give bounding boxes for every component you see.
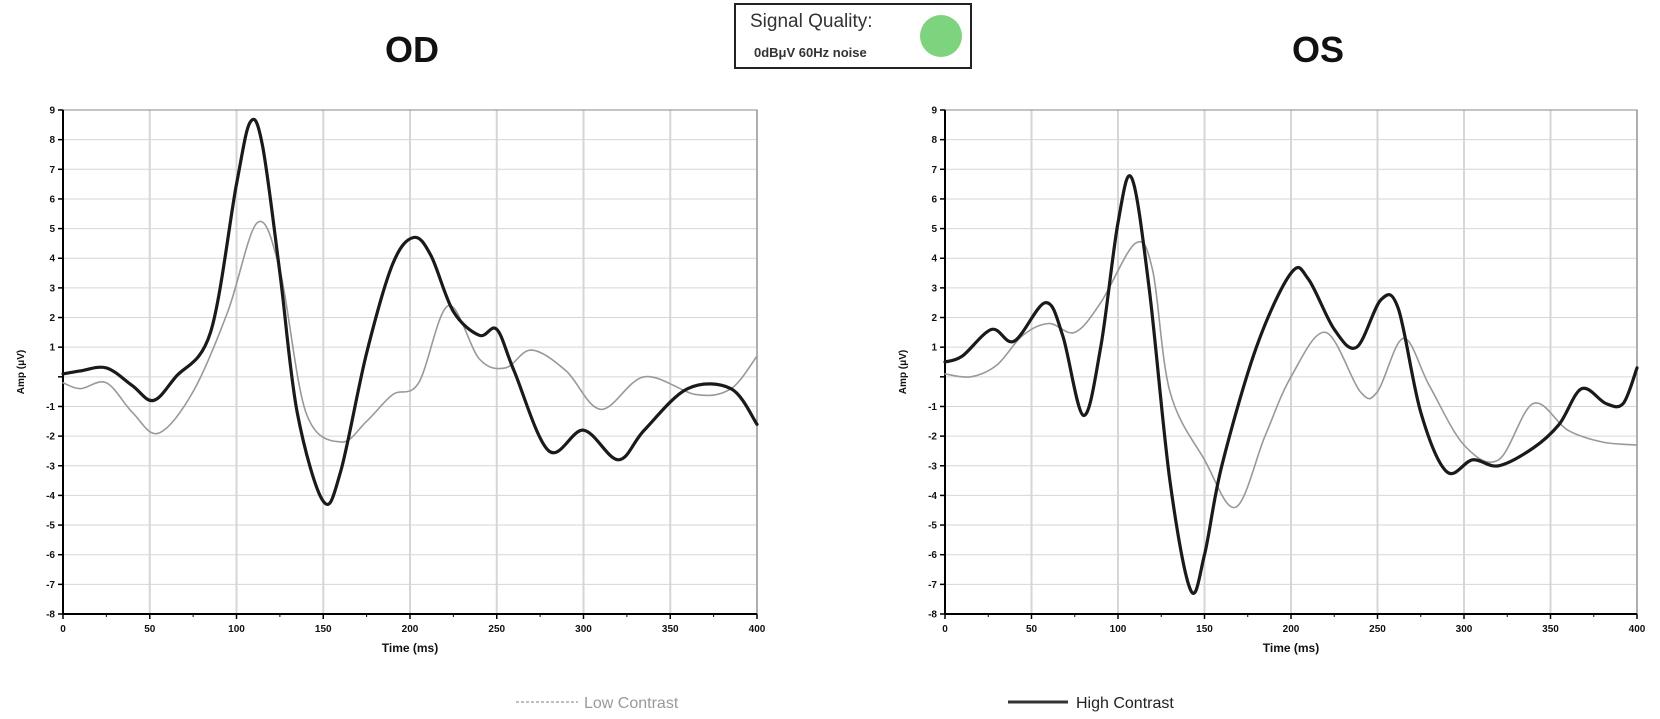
legend-high-label: High Contrast — [1076, 695, 1174, 712]
y-tick-label: -1 — [928, 402, 937, 413]
y-tick-label: -7 — [46, 580, 55, 591]
signal-quality-subtitle: 0dBμV 60Hz noise — [754, 45, 867, 60]
y-axis-label: Amp (μV) — [16, 350, 27, 394]
x-tick-label: 250 — [1369, 624, 1386, 635]
y-tick-label: -2 — [928, 432, 937, 443]
y-tick-label: 6 — [49, 194, 55, 205]
y-tick-label: 5 — [49, 224, 55, 235]
y-tick-label: 9 — [931, 106, 937, 117]
x-tick-label: 150 — [1196, 624, 1213, 635]
y-tick-label: -4 — [928, 491, 937, 502]
y-tick-label: 3 — [49, 283, 55, 294]
y-tick-label: 3 — [931, 283, 937, 294]
y-tick-label: -2 — [46, 432, 55, 443]
x-tick-label: 0 — [60, 624, 66, 635]
series-line-low-contrast — [944, 241, 1638, 509]
x-tick-label: 350 — [662, 624, 679, 635]
series-line-high-contrast — [61, 117, 759, 506]
x-tick-label: 250 — [488, 624, 505, 635]
y-axis-label: Amp (μV) — [898, 350, 909, 394]
y-tick-label: -6 — [46, 550, 55, 561]
legend: Low Contrast High Contrast — [516, 695, 1174, 712]
y-tick-label: 8 — [931, 135, 937, 146]
x-tick-label: 150 — [315, 624, 332, 635]
x-tick-label: 300 — [1456, 624, 1473, 635]
y-tick-label: 2 — [931, 313, 937, 324]
y-tick-label: 8 — [49, 135, 55, 146]
y-tick-label: 2 — [49, 313, 55, 324]
signal-quality-title: Signal Quality: — [750, 11, 873, 32]
y-tick-label: 1 — [49, 343, 55, 354]
y-tick-label: 1 — [931, 343, 937, 354]
x-tick-label: 50 — [1026, 624, 1038, 635]
x-axis-label: Time (ms) — [1263, 641, 1319, 655]
y-tick-label: -4 — [46, 491, 55, 502]
y-tick-label: 9 — [49, 106, 55, 117]
y-tick-label: -7 — [928, 580, 937, 591]
chart-title: OD — [385, 29, 439, 70]
chart-od: OD 9 8 7 6 5 4 3 2 1 -1 -2 -3 -4 -5 -6 -7 -8 0 50 100 150 200 2… — [16, 29, 766, 655]
y-tick-label: 6 — [931, 194, 937, 205]
x-tick-label: 400 — [1629, 624, 1646, 635]
y-tick-label: 4 — [931, 254, 937, 265]
y-tick-label: -8 — [928, 610, 937, 621]
x-tick-label: 100 — [228, 624, 245, 635]
chart-title: OS — [1292, 29, 1344, 70]
legend-low-label: Low Contrast — [584, 695, 679, 712]
y-tick-label: -5 — [46, 521, 55, 532]
x-tick-label: 200 — [1283, 624, 1300, 635]
x-axis-label: Time (ms) — [382, 641, 438, 655]
x-tick-label: 200 — [402, 624, 419, 635]
y-tick-label: -6 — [928, 550, 937, 561]
x-tick-label: 50 — [144, 624, 156, 635]
y-tick-label: 7 — [49, 165, 55, 176]
series-line-low-contrast — [62, 220, 758, 443]
y-tick-label: -8 — [46, 610, 55, 621]
series-line-high-contrast — [943, 174, 1639, 595]
chart-os: OS 9 8 7 6 5 4 3 2 1 -1 -2 -3 -4 -5 -6 -7 -8 0 50 100 150 200 2… — [898, 29, 1646, 655]
x-tick-label: 300 — [575, 624, 592, 635]
y-tick-label: 4 — [49, 254, 55, 265]
x-tick-label: 350 — [1542, 624, 1559, 635]
y-tick-label: -1 — [46, 402, 55, 413]
y-tick-label: 5 — [931, 224, 937, 235]
x-tick-label: 400 — [749, 624, 766, 635]
y-tick-label: -3 — [46, 461, 55, 472]
x-tick-label: 100 — [1110, 624, 1127, 635]
y-tick-label: -3 — [928, 461, 937, 472]
signal-quality-panel: Signal Quality: 0dBμV 60Hz noise — [734, 3, 972, 69]
signal-quality-indicator-icon — [920, 15, 962, 57]
y-tick-label: -5 — [928, 521, 937, 532]
x-tick-label: 0 — [942, 624, 948, 635]
y-tick-label: 7 — [931, 165, 937, 176]
